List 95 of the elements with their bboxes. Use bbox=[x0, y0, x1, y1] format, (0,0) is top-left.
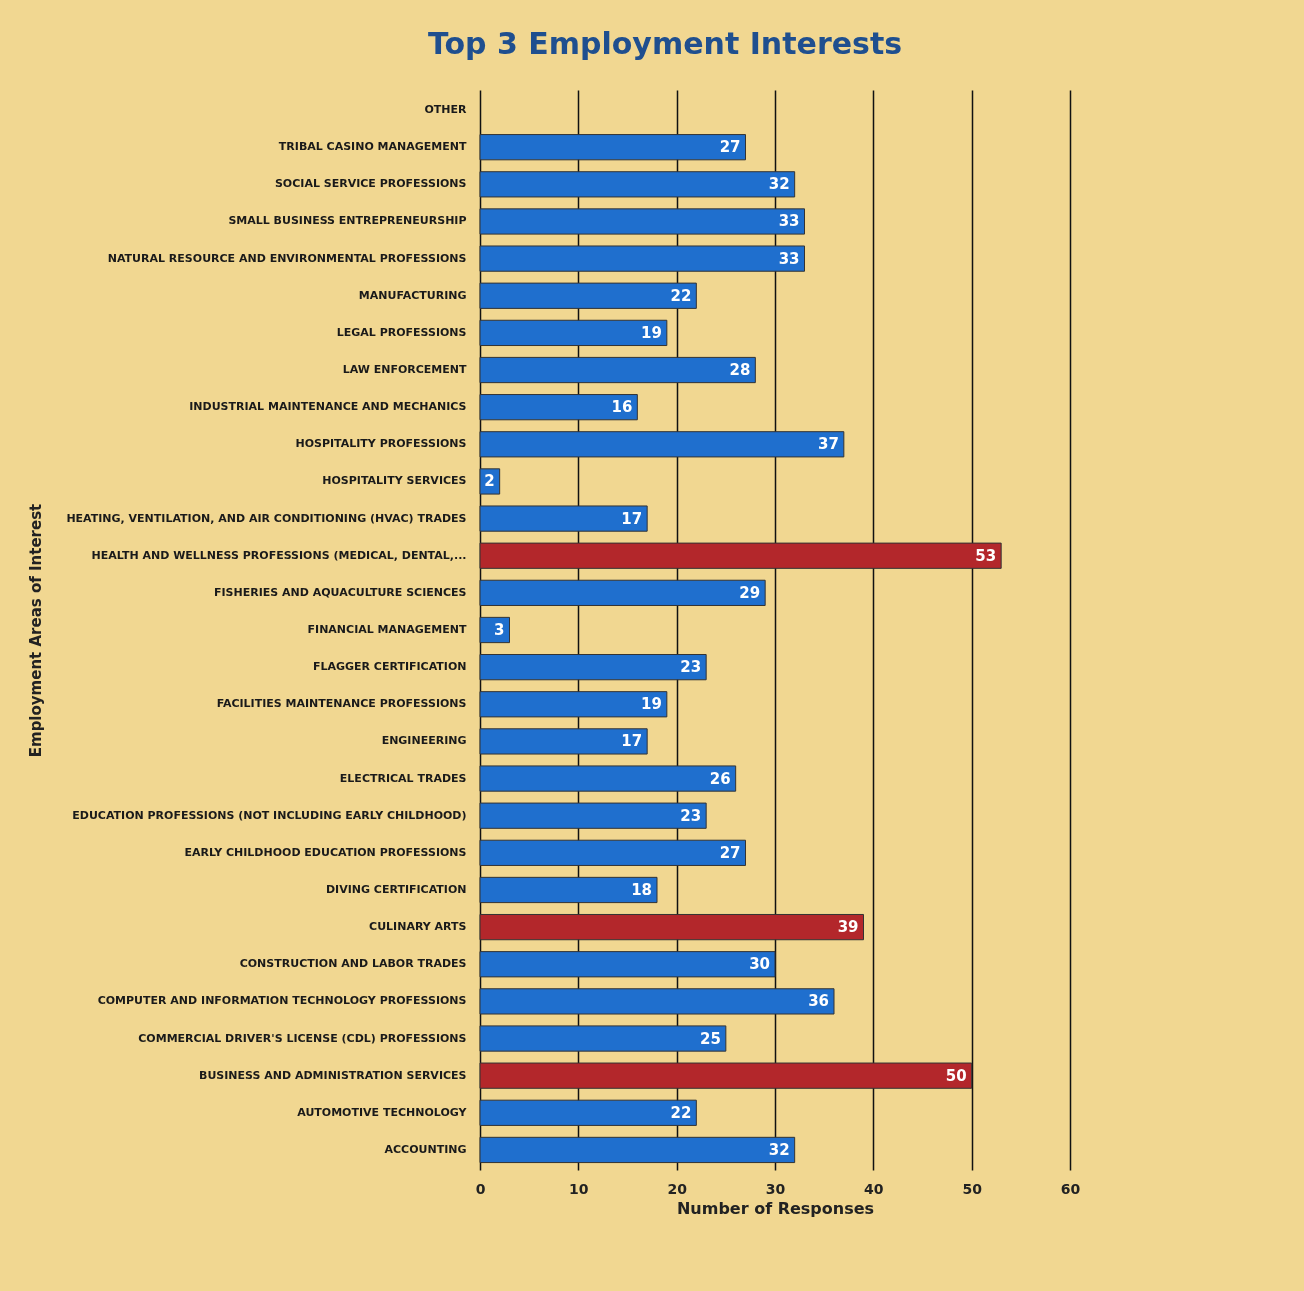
y-tick-label: HEATING, VENTILATION, AND AIR CONDITIONING (HVAC) TRADES bbox=[66, 511, 467, 525]
data-label: 28 bbox=[729, 361, 751, 380]
data-label: 22 bbox=[670, 1103, 692, 1122]
y-tick-label: HOSPITALITY SERVICES bbox=[322, 474, 467, 488]
bar bbox=[479, 134, 746, 161]
y-tick-label: COMMERCIAL DRIVER'S LICENSE (CDL) PROFESSIONS bbox=[138, 1031, 467, 1045]
x-tick-label: 10 bbox=[569, 1180, 589, 1197]
data-label: 25 bbox=[699, 1029, 721, 1048]
y-tick-label: HEALTH AND WELLNESS PROFESSIONS (MEDICAL, DENTAL,... bbox=[91, 548, 467, 562]
x-tick-label: 40 bbox=[864, 1180, 884, 1197]
data-label: 32 bbox=[768, 175, 790, 194]
y-tick-label: LEGAL PROFESSIONS bbox=[336, 325, 467, 339]
y-tick-label: EDUCATION PROFESSIONS (NOT INCLUDING EARLY CHILDHOOD) bbox=[72, 808, 467, 822]
bar bbox=[479, 245, 805, 272]
bar bbox=[479, 1025, 727, 1052]
data-label: 17 bbox=[621, 509, 643, 528]
x-tick-label: 0 bbox=[475, 1180, 486, 1197]
x-tick-label: 60 bbox=[1060, 1180, 1081, 1197]
bar bbox=[479, 654, 707, 681]
data-label: 50 bbox=[945, 1066, 967, 1085]
y-tick-label: BUSINESS AND ADMINISTRATION SERVICES bbox=[199, 1068, 467, 1082]
data-label: 30 bbox=[749, 955, 770, 974]
bar bbox=[479, 765, 737, 792]
y-tick-label: ACCOUNTING bbox=[384, 1142, 467, 1156]
y-tick-label: ELECTRICAL TRADES bbox=[339, 771, 467, 785]
bar bbox=[479, 394, 638, 421]
data-label: 23 bbox=[680, 806, 702, 825]
x-tick-label: 50 bbox=[962, 1180, 983, 1197]
data-label: 22 bbox=[670, 286, 692, 305]
y-tick-label: DIVING CERTIFICATION bbox=[325, 882, 467, 896]
data-label: 37 bbox=[817, 435, 839, 454]
bar bbox=[479, 876, 658, 904]
data-label: 18 bbox=[631, 880, 652, 899]
y-tick-label: HOSPITALITY PROFESSIONS bbox=[295, 437, 467, 451]
bar bbox=[479, 728, 648, 755]
y-tick-label: NATURAL RESOURCE AND ENVIRONMENTAL PROFESSIONS bbox=[107, 251, 467, 265]
bar bbox=[479, 913, 864, 941]
y-tick-label: MANUFACTURING bbox=[358, 288, 467, 302]
y-tick-label: FINANCIAL MANAGEMENT bbox=[307, 623, 467, 636]
x-tick-label: 30 bbox=[765, 1180, 786, 1197]
data-label: 32 bbox=[768, 1140, 790, 1159]
y-tick-label: CONSTRUCTION AND LABOR TRADES bbox=[239, 957, 467, 971]
y-tick-label: TRIBAL CASINO MANAGEMENT bbox=[278, 140, 467, 154]
data-label: 36 bbox=[808, 992, 829, 1011]
data-label: 26 bbox=[709, 769, 731, 788]
bar bbox=[479, 579, 766, 606]
data-label: 39 bbox=[837, 918, 859, 937]
bar bbox=[479, 951, 776, 978]
bar bbox=[479, 542, 1002, 569]
y-tick-label: AUTOMOTIVE TECHNOLOGY bbox=[297, 1105, 468, 1119]
bar bbox=[479, 208, 805, 235]
data-label: 2 bbox=[484, 472, 495, 491]
y-tick-label: LAW ENFORCEMENT bbox=[342, 363, 467, 377]
y-tick-label: CULINARY ARTS bbox=[369, 920, 467, 934]
y-tick-label: SOCIAL SERVICE PROFESSIONS bbox=[274, 177, 467, 191]
bar bbox=[479, 802, 707, 829]
data-label: 33 bbox=[778, 212, 800, 231]
bar bbox=[479, 839, 746, 866]
y-tick-label: FLAGGER CERTIFICATION bbox=[312, 660, 467, 674]
data-label: 33 bbox=[778, 249, 800, 268]
data-label: 16 bbox=[611, 398, 633, 417]
y-tick-label: COMPUTER AND INFORMATION TECHNOLOGY PROFESSIONS bbox=[97, 994, 467, 1008]
y-tick-label: INDUSTRIAL MAINTENANCE AND MECHANICS bbox=[189, 400, 467, 414]
data-label: 23 bbox=[680, 658, 702, 677]
chart-title: Top 3 Employment Interests bbox=[427, 26, 903, 61]
bar bbox=[479, 1062, 973, 1089]
y-tick-label: FACILITIES MAINTENANCE PROFESSIONS bbox=[216, 697, 467, 711]
data-label: 27 bbox=[719, 138, 741, 157]
bar bbox=[479, 431, 845, 458]
bar bbox=[479, 691, 668, 718]
y-tick-label: EARLY CHILDHOOD EDUCATION PROFESSIONS bbox=[184, 845, 467, 859]
bar bbox=[479, 282, 697, 309]
y-tick-label: FISHERIES AND AQUACULTURE SCIENCES bbox=[214, 585, 467, 599]
bar bbox=[479, 468, 501, 495]
y-axis-title: Employment Areas of Interest bbox=[26, 503, 45, 758]
bar bbox=[479, 171, 796, 198]
data-label: 19 bbox=[640, 323, 662, 342]
bar bbox=[479, 505, 648, 532]
data-label: 27 bbox=[719, 843, 741, 862]
bar bbox=[479, 356, 756, 384]
data-label: 53 bbox=[975, 546, 997, 565]
data-label: 17 bbox=[621, 732, 643, 751]
y-tick-label: ENGINEERING bbox=[381, 734, 467, 748]
bar bbox=[479, 988, 835, 1015]
data-label: 19 bbox=[640, 695, 662, 714]
bar bbox=[479, 319, 668, 347]
bar bbox=[479, 1136, 796, 1164]
y-tick-label: SMALL BUSINESS ENTREPRENEURSHIP bbox=[228, 214, 467, 228]
x-axis-title: Number of Responses bbox=[676, 1198, 875, 1218]
data-label: 3 bbox=[494, 621, 505, 639]
bar bbox=[479, 1099, 697, 1126]
data-label: 29 bbox=[739, 583, 761, 602]
bar bbox=[479, 616, 510, 644]
y-tick-label: OTHER bbox=[424, 103, 468, 117]
x-tick-label: 20 bbox=[667, 1180, 688, 1197]
